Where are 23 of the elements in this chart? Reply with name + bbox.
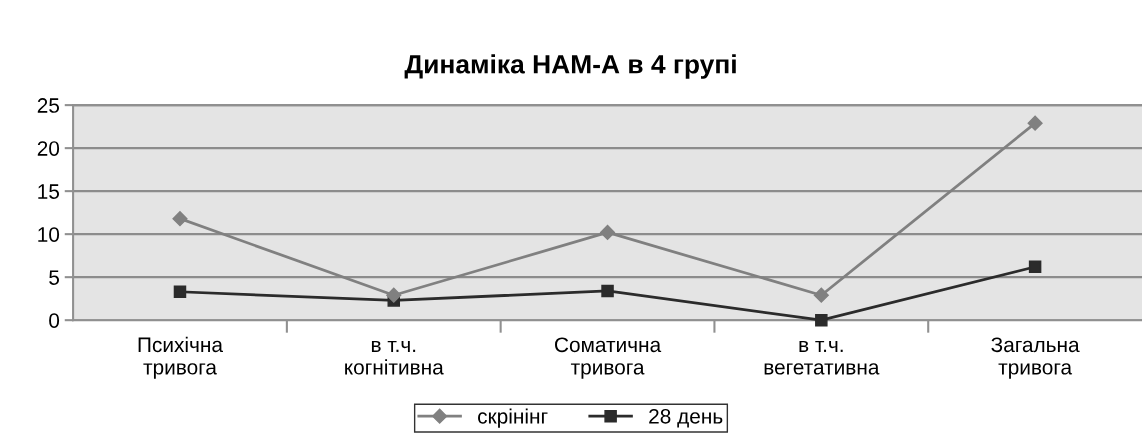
legend-label: скрінінг [478, 408, 548, 428]
x-tick-label: Психічна тривога [138, 336, 223, 379]
point [1027, 115, 1043, 131]
point [815, 313, 828, 327]
point [386, 287, 402, 303]
y-tick-label: 15 [38, 184, 60, 199]
point [1028, 260, 1042, 274]
x-tick-label: Соматична тривога [555, 337, 662, 379]
x-tick-label: в т.ч. вегетативна [764, 340, 880, 375]
y-tick-label: 10 [38, 227, 60, 242]
x-tick-label: в т.ч. когнітивна [345, 340, 444, 375]
y-tick-label: 20 [37, 141, 60, 156]
y-tick-label: 5 [49, 270, 60, 285]
point [601, 284, 614, 298]
point [172, 211, 188, 227]
point [599, 224, 616, 241]
y-tick-label: 0 [49, 313, 60, 328]
legend-label: 28 день [649, 408, 723, 428]
point [813, 287, 829, 303]
point [173, 285, 187, 299]
y-tick-label: 25 [37, 98, 60, 113]
chart-title: Динаміка НАМ-А в 4 групі [404, 54, 736, 79]
x-tick-label: Загальна тривога [991, 337, 1080, 379]
